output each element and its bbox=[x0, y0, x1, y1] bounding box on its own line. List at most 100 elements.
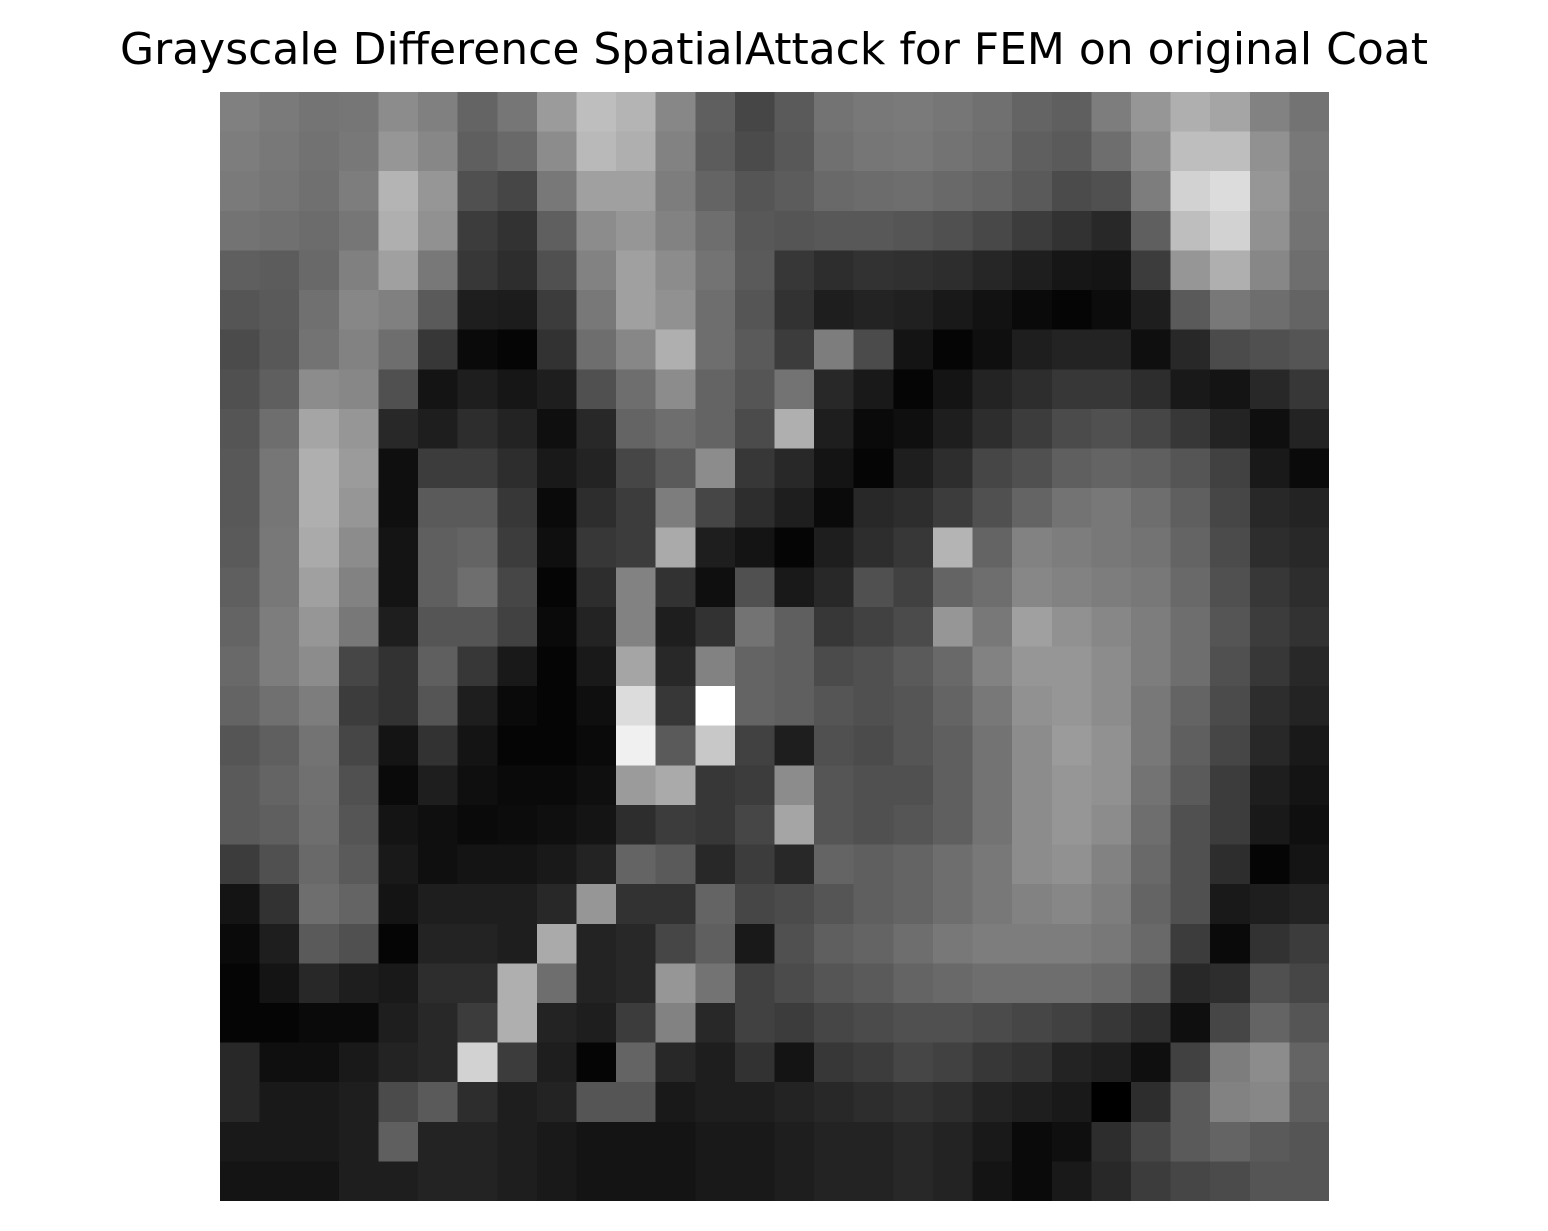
heatmap-cell bbox=[972, 408, 1013, 450]
heatmap-cell bbox=[695, 923, 736, 964]
heatmap-cell bbox=[536, 92, 578, 133]
heatmap-cell bbox=[497, 369, 538, 410]
heatmap-cell bbox=[655, 1121, 696, 1162]
heatmap-cell bbox=[616, 1002, 657, 1044]
heatmap-cell bbox=[299, 646, 340, 687]
heatmap-cell bbox=[734, 1082, 776, 1123]
heatmap-cell bbox=[814, 488, 855, 529]
heatmap-cell bbox=[1210, 1121, 1251, 1162]
heatmap-cell bbox=[576, 290, 617, 331]
heatmap-cell bbox=[853, 171, 894, 212]
heatmap-cell bbox=[774, 1082, 815, 1123]
heatmap-cell bbox=[1210, 765, 1251, 806]
heatmap-cell bbox=[220, 1121, 261, 1162]
heatmap-cell bbox=[576, 1002, 617, 1044]
heatmap-cell bbox=[418, 527, 459, 568]
heatmap-cell bbox=[932, 171, 974, 212]
heatmap-cell bbox=[378, 131, 419, 172]
heatmap-cell bbox=[1130, 92, 1172, 133]
heatmap-cell bbox=[1091, 92, 1132, 133]
heatmap-cell bbox=[616, 725, 657, 766]
heatmap-cell bbox=[338, 923, 380, 964]
heatmap-cell bbox=[418, 1161, 459, 1201]
heatmap-cell bbox=[853, 488, 894, 529]
heatmap-cell bbox=[1289, 210, 1329, 252]
heatmap-cell bbox=[457, 210, 498, 252]
heatmap-cell bbox=[1170, 1042, 1211, 1083]
heatmap-cell bbox=[1289, 963, 1329, 1004]
heatmap-cell bbox=[1289, 646, 1329, 687]
heatmap-cell bbox=[1091, 488, 1132, 529]
heatmap-cell bbox=[1130, 725, 1172, 766]
heatmap-cell bbox=[655, 844, 696, 885]
heatmap-cell bbox=[536, 963, 578, 1004]
heatmap-cell bbox=[418, 210, 459, 252]
heatmap-cell bbox=[259, 210, 300, 252]
heatmap-cell bbox=[259, 963, 300, 1004]
heatmap-cell bbox=[536, 1002, 578, 1044]
heatmap-cell bbox=[734, 171, 776, 212]
heatmap-cell bbox=[932, 686, 974, 727]
heatmap-cell bbox=[1091, 1161, 1132, 1201]
heatmap-cell bbox=[893, 646, 934, 687]
heatmap-cell bbox=[378, 329, 419, 370]
heatmap-cell bbox=[259, 804, 300, 846]
heatmap-cell bbox=[299, 290, 340, 331]
heatmap-cell bbox=[1289, 725, 1329, 766]
heatmap-cell bbox=[220, 686, 261, 727]
heatmap-cell bbox=[1170, 171, 1211, 212]
heatmap-cell bbox=[1051, 448, 1092, 489]
heatmap-cell bbox=[299, 92, 340, 133]
heatmap-cell bbox=[576, 567, 617, 608]
heatmap-cell bbox=[418, 171, 459, 212]
heatmap-cell bbox=[893, 527, 934, 568]
heatmap-cell bbox=[1051, 171, 1092, 212]
heatmap-cell bbox=[220, 923, 261, 964]
heatmap-cell bbox=[1051, 765, 1092, 806]
heatmap-cell bbox=[655, 369, 696, 410]
heatmap-cell bbox=[378, 765, 419, 806]
heatmap-cell bbox=[734, 408, 776, 450]
heatmap-cell bbox=[418, 1002, 459, 1044]
heatmap-cell bbox=[1130, 250, 1172, 291]
heatmap-cell bbox=[1249, 92, 1290, 133]
heatmap-cell bbox=[1170, 250, 1211, 291]
heatmap-cell bbox=[338, 606, 380, 648]
heatmap-cell bbox=[220, 448, 261, 489]
heatmap-cell bbox=[1051, 804, 1092, 846]
heatmap-cell bbox=[220, 1042, 261, 1083]
heatmap-cell bbox=[853, 448, 894, 489]
heatmap-cell bbox=[774, 171, 815, 212]
heatmap-cell bbox=[616, 92, 657, 133]
heatmap-cell bbox=[536, 725, 578, 766]
heatmap-cell bbox=[220, 250, 261, 291]
heatmap-cell bbox=[457, 1002, 498, 1044]
heatmap-cell bbox=[1051, 131, 1092, 172]
heatmap-cell bbox=[1051, 329, 1092, 370]
heatmap-cell bbox=[497, 686, 538, 727]
heatmap-cell bbox=[814, 1121, 855, 1162]
heatmap-cell bbox=[1130, 131, 1172, 172]
heatmap-cell bbox=[220, 131, 261, 172]
heatmap-cell bbox=[1091, 1042, 1132, 1083]
heatmap-cell bbox=[299, 725, 340, 766]
heatmap-cell bbox=[536, 844, 578, 885]
heatmap-cell bbox=[338, 1042, 380, 1083]
heatmap-cell bbox=[576, 488, 617, 529]
heatmap-cell bbox=[299, 1082, 340, 1123]
heatmap-cell bbox=[972, 210, 1013, 252]
heatmap-cell bbox=[1289, 686, 1329, 727]
heatmap-cell bbox=[1130, 923, 1172, 964]
heatmap-cell bbox=[814, 290, 855, 331]
heatmap-cell bbox=[220, 171, 261, 212]
heatmap-cell bbox=[497, 131, 538, 172]
heatmap-cell bbox=[893, 250, 934, 291]
heatmap-cell bbox=[616, 527, 657, 568]
heatmap-cell bbox=[616, 1121, 657, 1162]
heatmap-cell bbox=[972, 329, 1013, 370]
heatmap-cell bbox=[1130, 567, 1172, 608]
heatmap-cell bbox=[1249, 606, 1290, 648]
heatmap-cell bbox=[1249, 210, 1290, 252]
heatmap-cell bbox=[814, 92, 855, 133]
heatmap-cell bbox=[1249, 1002, 1290, 1044]
